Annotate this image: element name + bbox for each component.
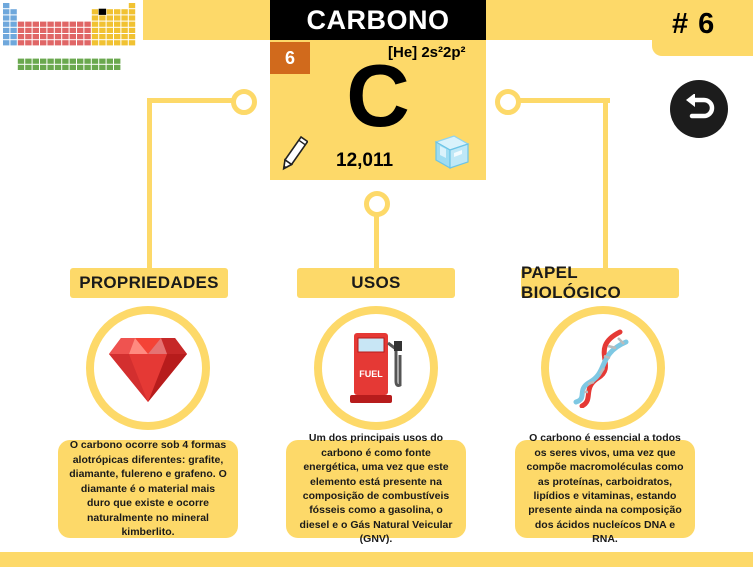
section-title-properties: PROPRIEDADES [70,268,228,298]
uses-icon-circle: FUEL [314,306,438,430]
periodic-table-icon [0,0,143,90]
connector-line [147,98,152,268]
back-button[interactable] [670,80,728,138]
connector-node [495,89,521,115]
atomic-mass: 12,011 [336,150,394,171]
element-number-tab [652,0,753,56]
connector-node [231,89,257,115]
fuel-pump-icon: FUEL [350,333,402,403]
connector-node [364,191,390,217]
element-number-badge: # 6 [672,8,716,40]
connector-line [150,98,242,103]
section-title-biological-role: PAPEL BIOLÓGICO [521,263,679,302]
connector-line [374,212,379,268]
uses-description: Um dos principais usos do carbono é como… [286,432,466,545]
section-title-uses: USOS [297,268,455,298]
back-arrow-icon [686,94,715,119]
biological-role-description: O carbono é essencial a todos os seres v… [515,432,695,545]
element-symbol: C [346,46,410,145]
biological-icon-circle [541,306,665,430]
dna-icon [573,329,629,408]
properties-description: O carbono ocorre sob 4 formas alotrópica… [58,439,238,538]
connector-line [603,98,608,268]
periodic-table-thumbnail[interactable] [0,0,143,90]
ice-cube-icon [428,130,474,172]
atomic-number: 6 [270,42,310,74]
element-name: CARBONO [270,0,486,40]
connector-line [510,98,610,103]
footer-strip [0,552,753,567]
electron-configuration: [He] 2s²2p² [388,44,466,61]
properties-icon-circle [86,306,210,430]
diamond-icon [109,338,187,402]
fuel-label: FUEL [359,369,383,379]
pencil-icon [280,132,309,176]
